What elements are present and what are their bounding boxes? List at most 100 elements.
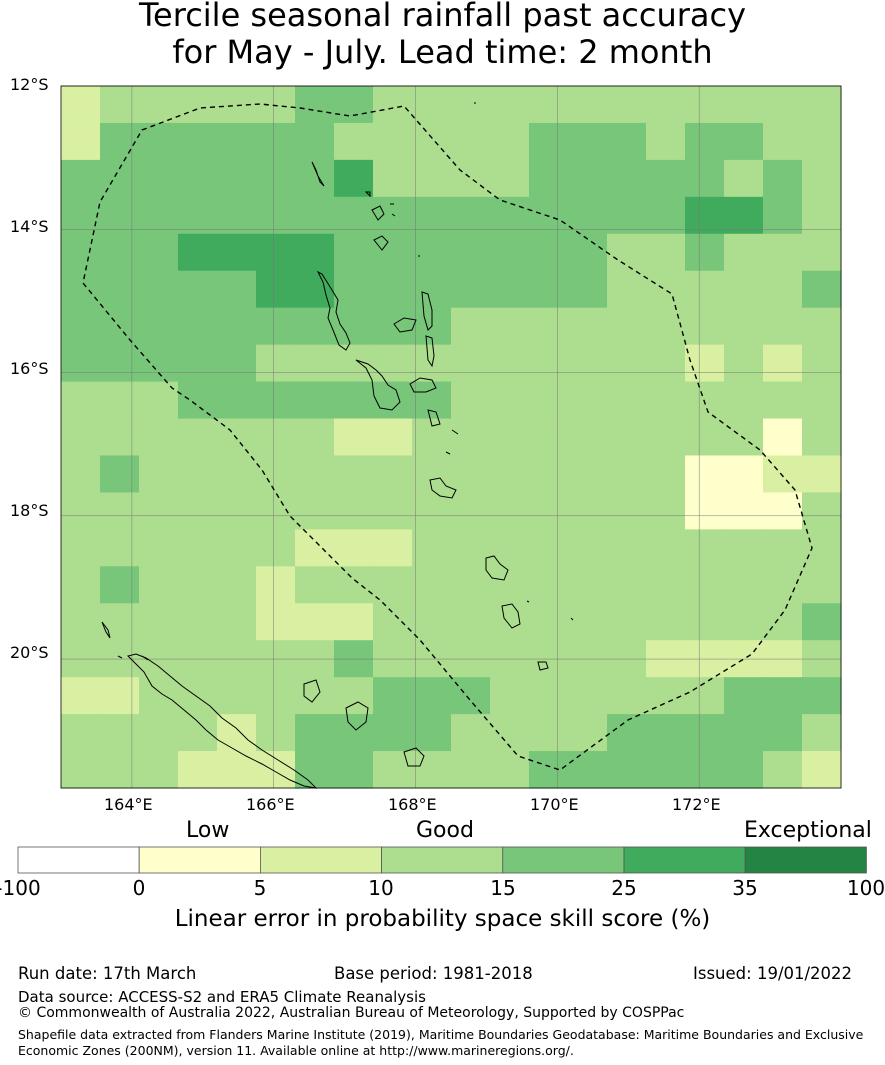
- skill-cell: [724, 677, 764, 715]
- skill-cell: [724, 751, 764, 789]
- copyright-notice: © Commonwealth of Australia 2022, Austra…: [18, 1005, 685, 1021]
- skill-cell: [61, 86, 101, 124]
- skill-cell: [139, 344, 179, 383]
- skill-cell: [724, 122, 764, 161]
- skill-cell: [334, 270, 374, 309]
- island-loyalty-mare: [403, 747, 425, 767]
- skill-cell: [295, 566, 335, 604]
- skill-cell: [685, 381, 725, 420]
- skill-cell: [61, 418, 101, 457]
- skill-cell: [178, 492, 218, 530]
- skill-cell: [802, 418, 842, 457]
- skill-cell: [607, 418, 647, 457]
- skill-cell: [724, 233, 764, 272]
- skill-cell: [685, 86, 725, 124]
- skill-cell: [256, 529, 296, 567]
- skill-cell: [217, 122, 257, 161]
- skill-cell: [256, 566, 296, 604]
- skill-cell: [607, 455, 647, 494]
- skill-cell: [529, 270, 569, 309]
- skill-cell: [451, 714, 491, 752]
- island-malekula: [355, 359, 401, 411]
- skill-grid: [61, 86, 842, 789]
- colorbar-bin: [502, 846, 625, 874]
- skill-cell: [334, 492, 374, 530]
- skill-cell: [763, 529, 803, 567]
- skill-cell: [373, 492, 413, 530]
- skill-cell: [802, 307, 842, 346]
- skill-cell: [334, 529, 374, 567]
- skill-cell: [568, 122, 608, 161]
- skill-cell: [724, 307, 764, 346]
- skill-cell: [607, 529, 647, 567]
- skill-cell: [802, 751, 842, 789]
- skill-cell: [100, 307, 140, 346]
- colorbar-bin: [259, 846, 382, 874]
- skill-cell: [802, 381, 842, 420]
- island-espiritu-santo: [316, 270, 351, 351]
- skill-cell: [607, 86, 647, 124]
- skill-cell: [295, 418, 335, 457]
- skill-cell: [685, 418, 725, 457]
- skill-cell: [451, 344, 491, 383]
- skill-cell: [295, 751, 335, 789]
- skill-cell: [763, 677, 803, 715]
- skill-cell: [217, 529, 257, 567]
- skill-cell: [724, 714, 764, 752]
- skill-cell: [334, 418, 374, 457]
- skill-cell: [607, 270, 647, 309]
- skill-cell: [451, 122, 491, 161]
- colorbar-bin: [623, 846, 746, 874]
- skill-cell: [295, 677, 335, 715]
- skill-cell: [178, 603, 218, 641]
- lat-label-16s: 16°S: [10, 359, 49, 378]
- skill-cell: [139, 381, 179, 420]
- skill-cell: [763, 159, 803, 198]
- skill-cell: [763, 270, 803, 309]
- skill-cell: [334, 122, 374, 161]
- colorbar-bin: [138, 846, 261, 874]
- skill-cell: [61, 233, 101, 272]
- skill-cell: [802, 344, 842, 383]
- skill-cell: [178, 455, 218, 494]
- skill-cell: [685, 751, 725, 789]
- skill-cell: [724, 381, 764, 420]
- skill-cell: [217, 381, 257, 420]
- skill-cell: [100, 270, 140, 309]
- skill-cell: [61, 492, 101, 530]
- skill-cell: [763, 122, 803, 161]
- skill-cell: [412, 196, 452, 235]
- skill-cell: [412, 714, 452, 752]
- chart-title-line-2: for May - July. Lead time: 2 month: [172, 33, 713, 71]
- skill-cell: [100, 196, 140, 235]
- skill-cell: [646, 418, 686, 457]
- skill-cell: [529, 307, 569, 346]
- skill-cell: [256, 381, 296, 420]
- skill-cell: [451, 307, 491, 346]
- skill-cell: [607, 344, 647, 383]
- skill-cell: [763, 233, 803, 272]
- island-ambrym: [409, 377, 437, 393]
- island-loyalty-lifou: [345, 701, 369, 731]
- skill-cell: [295, 492, 335, 530]
- skill-cell: [412, 86, 452, 124]
- colorbar-tick: 15: [490, 876, 516, 900]
- lon-label-168e: 168°E: [388, 795, 437, 814]
- skill-cell: [568, 159, 608, 198]
- skill-cell: [61, 714, 101, 752]
- skill-cell: [685, 122, 725, 161]
- skill-cell: [256, 159, 296, 198]
- skill-cell: [568, 751, 608, 789]
- skill-cell: [295, 455, 335, 494]
- skill-cell: [802, 677, 842, 715]
- skill-cell: [568, 233, 608, 272]
- lat-label-20s: 20°S: [10, 643, 49, 662]
- skill-cell: [568, 714, 608, 752]
- skill-cell: [646, 751, 686, 789]
- skill-cell: [607, 159, 647, 198]
- skill-cell: [607, 381, 647, 420]
- skill-cell: [334, 233, 374, 272]
- skill-cell: [139, 492, 179, 530]
- skill-cell: [256, 492, 296, 530]
- skill-cell: [490, 751, 530, 789]
